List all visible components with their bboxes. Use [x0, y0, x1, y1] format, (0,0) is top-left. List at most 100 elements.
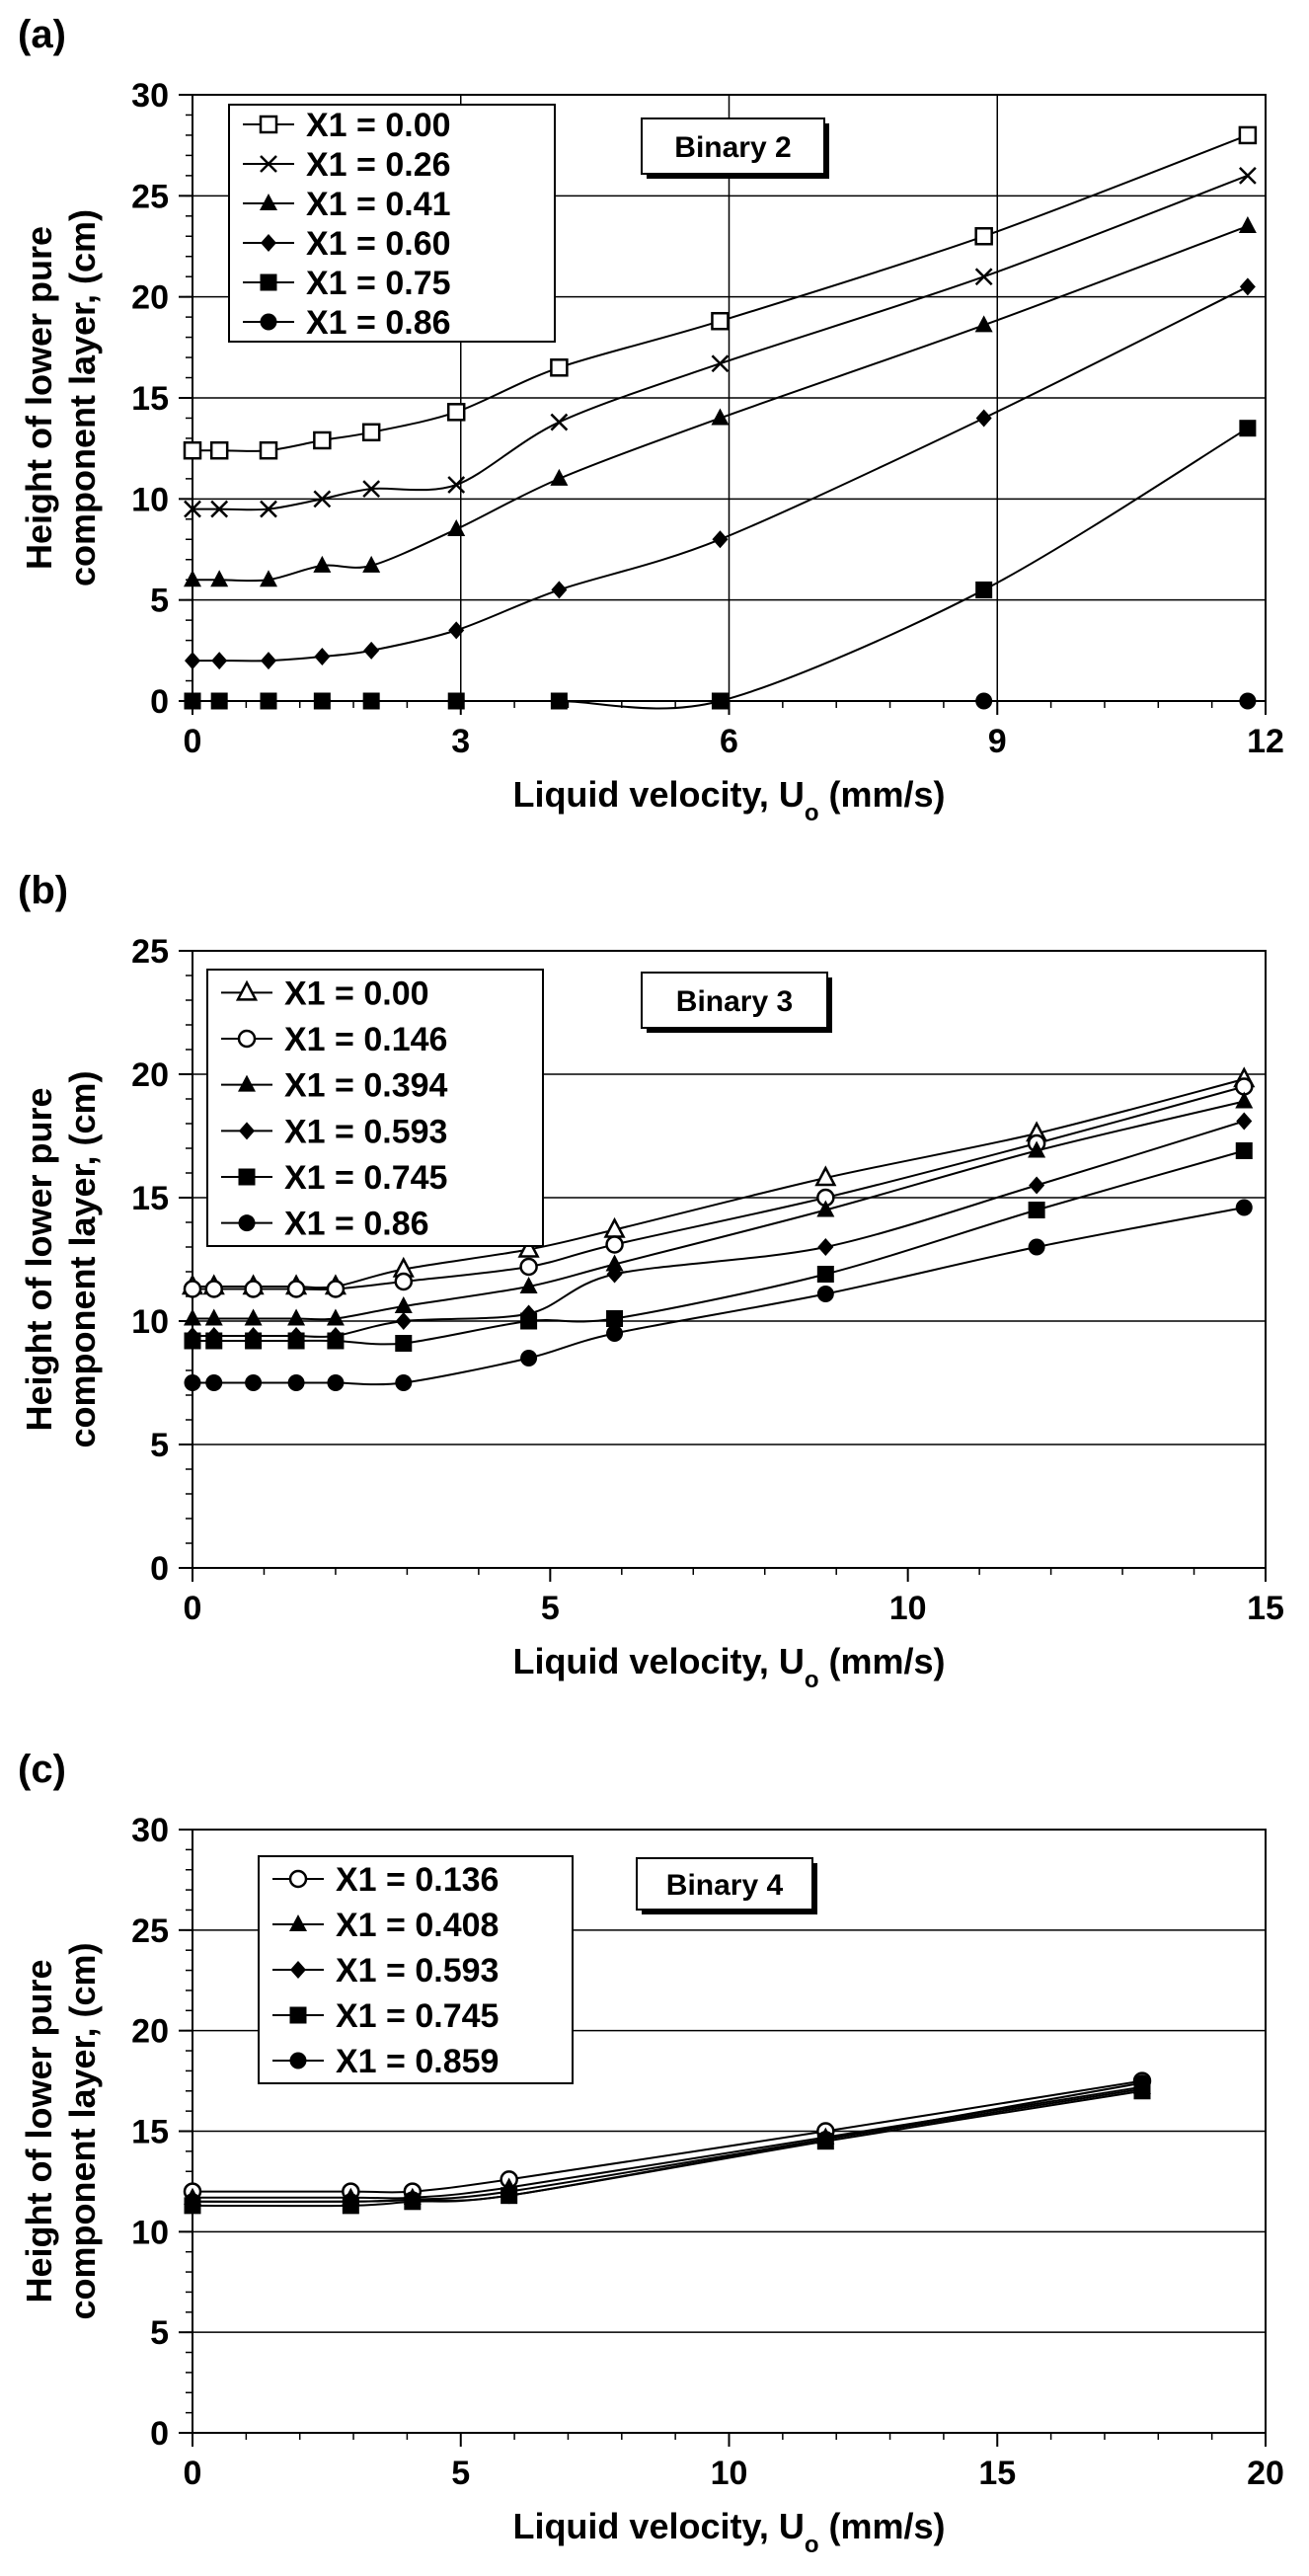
x-axis-label-subscript: o	[805, 800, 819, 826]
data-point	[327, 1332, 345, 1350]
x-tick-label: 3	[451, 723, 470, 760]
data-point	[313, 430, 332, 450]
annotation-text: Binary 3	[676, 985, 793, 1018]
data-point	[711, 408, 730, 426]
data-point	[1238, 166, 1257, 185]
legend-label: X1 = 0.41	[306, 186, 451, 223]
series-4	[185, 277, 1256, 670]
legend-marker	[235, 979, 259, 1001]
y-tick-label: 20	[131, 1056, 169, 1094]
data-point	[519, 1257, 538, 1277]
y-tick-label: 15	[131, 1180, 169, 1217]
x-axis-label-main: Liquid velocity, U	[512, 1641, 804, 1681]
data-point	[184, 1332, 201, 1350]
data-point	[362, 692, 380, 710]
data-point	[816, 1266, 834, 1283]
data-point	[1239, 692, 1257, 710]
data-point	[287, 1308, 306, 1326]
legend-marker	[260, 273, 277, 291]
legend-marker	[260, 313, 277, 331]
data-point	[500, 2187, 518, 2205]
y-tick-label: 5	[150, 1427, 169, 1464]
data-point	[550, 413, 569, 431]
annotation-text: Binary 2	[674, 131, 791, 164]
panel-label: (b)	[18, 869, 68, 912]
y-tick-label: 25	[131, 933, 169, 971]
data-point	[259, 570, 277, 587]
data-point	[711, 692, 729, 710]
data-point	[184, 692, 201, 710]
series-3	[184, 1091, 1254, 1326]
data-point	[205, 1332, 223, 1350]
y-tick-label: 15	[131, 2114, 169, 2151]
x-tick-label: 0	[184, 1590, 202, 1627]
annotation: Binary 4	[636, 1857, 817, 1914]
data-point	[260, 500, 277, 518]
data-point	[363, 641, 380, 660]
data-point	[520, 1312, 538, 1330]
legend-marker	[238, 1168, 256, 1186]
data-point	[1028, 1202, 1045, 1218]
data-point	[394, 1296, 413, 1313]
x-tick-label: 12	[1247, 723, 1284, 760]
data-point	[606, 1325, 624, 1342]
legend-label: X1 = 0.60	[306, 225, 451, 263]
x-tick-label: 10	[711, 2455, 748, 2492]
y-tick-label: 20	[131, 2013, 169, 2051]
data-point	[551, 581, 568, 599]
y-axis-label-line: Height of lower pure	[19, 1087, 59, 1431]
x-axis-label-main: Liquid velocity, U	[512, 2506, 804, 2546]
data-point	[447, 519, 466, 537]
annotation-box	[636, 1857, 813, 1911]
legend-label: X1 = 0.146	[284, 1021, 447, 1058]
x-tick-label: 10	[889, 1590, 927, 1627]
data-point	[1239, 420, 1257, 437]
y-axis-label-line: Height of lower pure	[19, 1959, 59, 2303]
annotation: Binary 2	[641, 117, 829, 179]
legend-label: X1 = 0.593	[336, 1952, 499, 1990]
y-tick-label: 10	[131, 2214, 169, 2251]
x-axis-label: Liquid velocity, Uo (mm/s)	[512, 774, 945, 826]
data-point	[183, 440, 202, 460]
x-tick-label: 15	[978, 2455, 1016, 2492]
y-tick-label: 25	[131, 1912, 169, 1950]
series-5	[184, 420, 1257, 710]
data-point	[974, 315, 993, 333]
data-point	[1239, 277, 1256, 296]
data-point	[327, 1374, 345, 1391]
data-point	[260, 692, 277, 710]
data-point	[816, 1286, 834, 1302]
data-point	[314, 647, 331, 665]
data-point	[816, 2131, 834, 2148]
data-point	[184, 1374, 201, 1391]
data-point	[244, 1308, 263, 1326]
data-point	[1235, 1142, 1253, 1159]
legend-marker	[290, 1961, 306, 1979]
data-point	[550, 468, 569, 486]
legend-marker	[238, 1074, 256, 1092]
legend-label: X1 = 0.86	[306, 304, 451, 342]
y-axis-label-line: component layer, (cm)	[62, 1070, 103, 1447]
series-5	[184, 2074, 1151, 2211]
x-tick-label: 5	[451, 2455, 470, 2492]
series-2	[184, 2076, 1151, 2205]
data-point	[1236, 1112, 1253, 1131]
data-point	[184, 2193, 201, 2211]
x-axis-label-subscript: o	[805, 2532, 819, 2558]
y-tick-label: 20	[131, 279, 169, 317]
x-tick-label: 5	[541, 1590, 560, 1627]
annotation-box	[641, 972, 828, 1029]
series-line	[192, 2079, 1143, 2194]
data-point	[1238, 216, 1257, 234]
data-point	[1133, 2074, 1151, 2092]
data-point	[712, 530, 729, 549]
data-point	[605, 1235, 624, 1254]
data-point	[1235, 1091, 1254, 1109]
data-point	[975, 409, 992, 428]
data-point	[313, 555, 332, 573]
chart-panel-2: (b) 0 5 10 15 20 25 0 5 10 15 Liquid velocity, Uo (…	[18, 869, 1284, 1693]
legend-marker	[289, 2052, 307, 2069]
data-point	[1238, 125, 1258, 145]
data-point	[817, 1238, 834, 1256]
